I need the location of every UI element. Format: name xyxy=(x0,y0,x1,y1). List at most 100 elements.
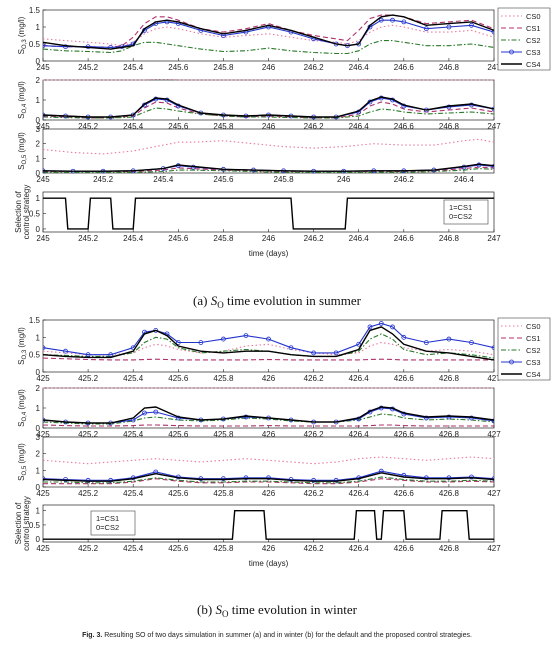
legend: CS0 CS1 CS2 CS3 CS4 xyxy=(497,7,551,71)
legend-label-cs3: CS3 xyxy=(526,48,541,57)
x-tick-label: 246 xyxy=(262,63,276,72)
y-tick-label: 1 xyxy=(36,154,41,163)
series-line-cs2 xyxy=(43,476,494,484)
series-point-cs3 xyxy=(446,414,452,420)
x-tick-label: 426.6 xyxy=(394,430,415,439)
subplot-a-3: 245 245.2 245.4 245.6 245.8 246 246.2 246.4 0 1 2 3… xyxy=(17,125,495,184)
x-tick-label: 245.2 xyxy=(78,122,99,131)
strategy-legend-box xyxy=(90,510,136,536)
subplot-b-2: 425 425.2 425.4 425.6 425.8 426 426.2 426.4 426.… xyxy=(17,384,501,439)
x-tick-label: 425 xyxy=(36,430,50,439)
series-point-cs3 xyxy=(43,345,46,351)
strategy-legend-label: 0=CS2 xyxy=(449,212,472,221)
x-tick-label: 246.2 xyxy=(304,122,325,131)
x-tick-label: 427 xyxy=(487,489,501,498)
x-tick-label: 426.2 xyxy=(304,374,325,383)
x-tick-label: 245.4 xyxy=(123,234,144,243)
x-tick-label: 246.8 xyxy=(439,122,460,131)
plot-frame xyxy=(42,319,495,373)
x-tick-label: 246.2 xyxy=(304,234,325,243)
y-tick-label: 1 xyxy=(36,96,41,105)
x-tick-label: 245.8 xyxy=(213,234,234,243)
x-tick-label: 425.4 xyxy=(123,489,144,498)
chart-panel-a: 245 245.2 245.4 245.6 245.8 246 246.2 246.4 246.… xyxy=(14,6,551,310)
y-tick-label: 0 xyxy=(36,225,41,234)
series-point-cs3 xyxy=(142,410,147,416)
x-tick-label: 426 xyxy=(262,430,276,439)
series-point-cs3 xyxy=(333,350,339,356)
series-group xyxy=(43,14,494,55)
series-point-cs3 xyxy=(469,415,474,421)
x-tick-label: 425.2 xyxy=(78,374,99,383)
x-tick-label: 426.4 xyxy=(349,374,370,383)
series-group xyxy=(43,510,494,540)
x-tick-label: 245 xyxy=(36,63,50,72)
x-tick-label: 426.2 xyxy=(304,489,325,498)
series-line-cs4 xyxy=(43,406,494,424)
series-line-cs3 xyxy=(43,97,494,118)
series-point-cs3 xyxy=(401,334,407,340)
y-tick-label: 2 xyxy=(36,384,41,393)
series-point-cs3 xyxy=(175,415,181,421)
y-tick-label: 0 xyxy=(36,424,41,433)
x-tick-label: 245.4 xyxy=(153,175,174,184)
series-group xyxy=(43,321,494,361)
y-tick-label: 3 xyxy=(36,125,41,134)
series-point-cs3 xyxy=(491,345,494,351)
x-tick-label: 425.8 xyxy=(213,489,234,498)
series-point-cs3 xyxy=(356,341,362,347)
subplot-b-3: 425 425.2 425.4 425.6 425.8 426 426.2 426.4 426.… xyxy=(17,433,501,498)
series-line-cs2 xyxy=(43,40,494,55)
y-tick-label: 1.5 xyxy=(29,316,41,325)
x-tick-label: 245.2 xyxy=(78,63,99,72)
series-point-cs3 xyxy=(220,476,226,482)
x-tick-label: 425.8 xyxy=(213,430,234,439)
x-tick-label: 425.6 xyxy=(168,489,189,498)
y-tick-label: 0 xyxy=(36,57,41,66)
x-tick-label: 427 xyxy=(487,430,501,439)
x-tick-label: 245.6 xyxy=(213,175,234,184)
y-tick-label: 0.5 xyxy=(29,521,41,530)
x-tick-label: 246.4 xyxy=(349,234,370,243)
x-tick-label: 425.8 xyxy=(213,374,234,383)
series-line-cs3 xyxy=(43,322,494,356)
x-axis-label: time (days) xyxy=(249,249,289,258)
x-tick-label: 246.6 xyxy=(394,122,415,131)
y-tick-label: 0 xyxy=(36,368,41,377)
series-group xyxy=(43,138,494,174)
x-tick-label: 246.2 xyxy=(304,63,325,72)
series-line-cs0 xyxy=(43,138,494,155)
subplot-a-1: 245 245.2 245.4 245.6 245.8 246 246.2 246.4 246.… xyxy=(17,6,551,72)
subplot-b-4: 425 425.2 425.4 425.6 425.8 426 426.2 426.4 426.… xyxy=(14,496,501,553)
subfigure-caption: (b) SO time evolution in winter xyxy=(197,602,358,619)
plot-frame xyxy=(42,79,495,121)
y-tick-label: 1 xyxy=(36,333,41,342)
x-tick-label: 247 xyxy=(487,63,501,72)
y-tick-label: 0.5 xyxy=(29,351,41,360)
x-tick-label: 425 xyxy=(36,544,50,553)
x-tick-label: 426 xyxy=(262,544,276,553)
x-tick-label: 426.2 xyxy=(304,544,325,553)
legend: CS0 CS1 CS2 CS3 CS4 xyxy=(497,317,551,381)
y-tick-label: 1.5 xyxy=(29,6,41,15)
series-line-cs0 xyxy=(43,341,494,356)
x-tick-label: 425.2 xyxy=(78,544,99,553)
x-tick-label: 245.8 xyxy=(274,175,295,184)
x-tick-label: 425.8 xyxy=(213,544,234,553)
x-tick-label: 245.6 xyxy=(168,234,189,243)
subfigure-caption: (a) SO time evolution in summer xyxy=(193,293,362,310)
x-tick-label: 426.6 xyxy=(394,489,415,498)
series-group xyxy=(43,79,494,120)
x-tick-label: 246.6 xyxy=(394,234,415,243)
x-tick-label: 426.6 xyxy=(394,544,415,553)
series-point-cs3 xyxy=(63,348,68,354)
y-axis-label: SO,5 (mg/l) xyxy=(17,443,28,481)
subplot-a-2: 245 245.2 245.4 245.6 245.8 246 246.2 246.4 246.… xyxy=(17,76,501,131)
x-tick-label: 245.4 xyxy=(123,63,144,72)
series-group xyxy=(43,456,494,485)
y-tick-label: 1 xyxy=(36,23,41,32)
legend-marker xyxy=(509,359,514,365)
series-line-cs1 xyxy=(43,424,494,427)
y-tick-label: 0 xyxy=(36,535,41,544)
